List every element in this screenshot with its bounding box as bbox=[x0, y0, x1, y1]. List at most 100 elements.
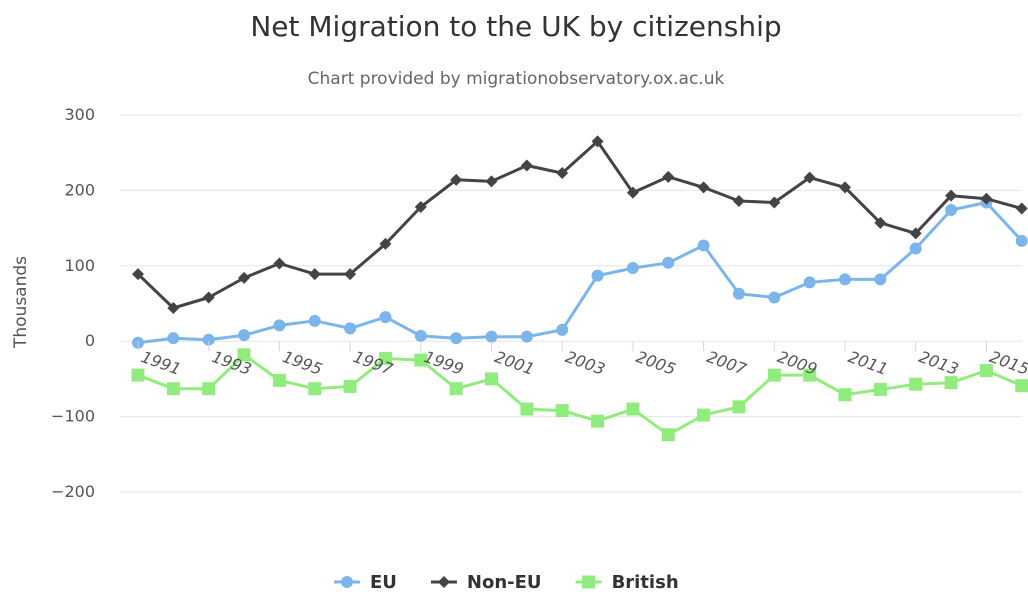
data-point-non-eu[interactable] bbox=[450, 173, 463, 186]
data-point-non-eu[interactable] bbox=[520, 159, 533, 172]
data-point-eu[interactable] bbox=[308, 314, 321, 327]
series-non-eu bbox=[132, 135, 1028, 315]
data-point-british[interactable] bbox=[414, 353, 428, 367]
data-point-british[interactable] bbox=[697, 408, 711, 422]
legend-item-eu[interactable]: EU bbox=[334, 572, 397, 593]
data-point-eu[interactable] bbox=[945, 204, 958, 217]
data-point-non-eu[interactable] bbox=[945, 189, 958, 202]
data-point-non-eu[interactable] bbox=[980, 192, 993, 205]
data-point-eu[interactable] bbox=[202, 333, 215, 346]
data-point-non-eu[interactable] bbox=[238, 271, 251, 284]
data-point-eu[interactable] bbox=[874, 273, 887, 286]
data-point-non-eu[interactable] bbox=[626, 186, 639, 199]
data-point-non-eu[interactable] bbox=[591, 135, 604, 148]
data-point-eu[interactable] bbox=[839, 273, 851, 286]
y-tick-label: 0 bbox=[85, 331, 95, 350]
chart-title: Net Migration to the UK by citizenship bbox=[250, 10, 781, 43]
data-point-eu[interactable] bbox=[520, 330, 533, 343]
data-point-eu[interactable] bbox=[732, 287, 745, 300]
data-point-british[interactable] bbox=[979, 364, 993, 378]
data-point-eu[interactable] bbox=[238, 329, 251, 342]
data-point-british[interactable] bbox=[838, 388, 852, 402]
data-point-eu[interactable] bbox=[273, 319, 286, 332]
data-point-non-eu[interactable] bbox=[414, 200, 427, 213]
legend-symbol bbox=[437, 576, 450, 588]
data-point-eu[interactable] bbox=[167, 332, 180, 345]
data-point-non-eu[interactable] bbox=[732, 194, 745, 207]
legend-item-british[interactable]: British bbox=[575, 572, 679, 593]
data-point-eu[interactable] bbox=[379, 311, 392, 324]
data-point-british[interactable] bbox=[909, 377, 923, 391]
data-point-non-eu[interactable] bbox=[768, 196, 781, 209]
data-point-eu[interactable] bbox=[556, 323, 569, 336]
y-tick-label: −100 bbox=[51, 407, 95, 426]
data-point-eu[interactable] bbox=[697, 239, 710, 252]
data-point-british[interactable] bbox=[378, 352, 392, 366]
data-point-non-eu[interactable] bbox=[308, 268, 321, 281]
chart-subtitle: Chart provided by migrationobservatory.o… bbox=[308, 69, 725, 89]
x-tick-label: 2005 bbox=[634, 347, 679, 379]
data-point-british[interactable] bbox=[449, 382, 463, 396]
data-point-british[interactable] bbox=[131, 368, 145, 382]
data-point-eu[interactable] bbox=[909, 242, 922, 255]
data-point-eu[interactable] bbox=[591, 269, 604, 282]
data-point-eu[interactable] bbox=[768, 291, 781, 304]
data-point-british[interactable] bbox=[343, 379, 357, 393]
data-point-non-eu[interactable] bbox=[132, 268, 144, 281]
x-tick-label: 2001 bbox=[492, 347, 537, 379]
data-point-eu[interactable] bbox=[626, 262, 639, 275]
data-point-non-eu[interactable] bbox=[803, 171, 816, 184]
data-point-british[interactable] bbox=[555, 404, 569, 418]
data-point-non-eu[interactable] bbox=[909, 227, 922, 240]
y-axis-label: Thousands bbox=[11, 256, 31, 349]
data-point-non-eu[interactable] bbox=[167, 302, 180, 315]
data-point-non-eu[interactable] bbox=[556, 167, 569, 180]
data-point-eu[interactable] bbox=[803, 276, 816, 289]
y-tick-label: 200 bbox=[64, 180, 95, 199]
data-point-british[interactable] bbox=[308, 382, 322, 396]
data-point-british[interactable] bbox=[661, 428, 675, 442]
data-point-non-eu[interactable] bbox=[485, 175, 498, 188]
data-point-british[interactable] bbox=[202, 382, 216, 396]
data-point-eu[interactable] bbox=[662, 256, 675, 269]
x-tick-label: 1995 bbox=[280, 347, 325, 379]
data-point-british[interactable] bbox=[873, 382, 887, 396]
data-point-british[interactable] bbox=[626, 402, 640, 416]
data-point-british[interactable] bbox=[732, 400, 746, 414]
data-point-eu[interactable] bbox=[414, 329, 427, 342]
gridlines bbox=[120, 114, 1022, 493]
data-point-eu[interactable] bbox=[485, 330, 498, 343]
data-point-non-eu[interactable] bbox=[344, 268, 357, 281]
data-point-non-eu[interactable] bbox=[697, 181, 710, 194]
data-point-eu[interactable] bbox=[450, 332, 463, 345]
series-british bbox=[131, 348, 1028, 442]
data-point-british[interactable] bbox=[520, 402, 534, 416]
data-point-british[interactable] bbox=[1015, 379, 1028, 393]
data-point-british[interactable] bbox=[803, 368, 817, 382]
data-point-eu[interactable] bbox=[1015, 234, 1028, 247]
data-point-british[interactable] bbox=[944, 376, 958, 390]
x-tick-label: 1999 bbox=[421, 347, 466, 379]
x-tick-label: 1997 bbox=[351, 347, 397, 379]
data-point-non-eu[interactable] bbox=[379, 237, 392, 250]
data-point-non-eu[interactable] bbox=[273, 257, 286, 270]
data-point-non-eu[interactable] bbox=[839, 181, 851, 194]
data-point-non-eu[interactable] bbox=[1015, 202, 1028, 215]
data-point-non-eu[interactable] bbox=[874, 216, 887, 229]
data-point-non-eu[interactable] bbox=[202, 291, 215, 304]
data-point-eu[interactable] bbox=[344, 322, 357, 335]
data-point-british[interactable] bbox=[272, 373, 286, 387]
legend: EU Non-EU British bbox=[334, 572, 679, 593]
data-point-non-eu[interactable] bbox=[662, 170, 675, 183]
y-tick-label: 100 bbox=[64, 256, 95, 275]
legend-item-non-eu[interactable]: Non-EU bbox=[430, 572, 542, 593]
x-tick-label: 2011 bbox=[846, 347, 891, 379]
data-point-british[interactable] bbox=[237, 348, 251, 362]
data-point-british[interactable] bbox=[485, 372, 498, 386]
data-point-british[interactable] bbox=[591, 414, 605, 428]
x-axis-ticks: 1991 1993 1995 1997 1999 2001 2003 2005 2007 2009… bbox=[137, 341, 1028, 379]
data-point-british[interactable] bbox=[767, 368, 781, 382]
legend-symbol bbox=[341, 576, 353, 588]
data-point-british[interactable] bbox=[166, 382, 180, 396]
series-layer bbox=[131, 135, 1028, 442]
